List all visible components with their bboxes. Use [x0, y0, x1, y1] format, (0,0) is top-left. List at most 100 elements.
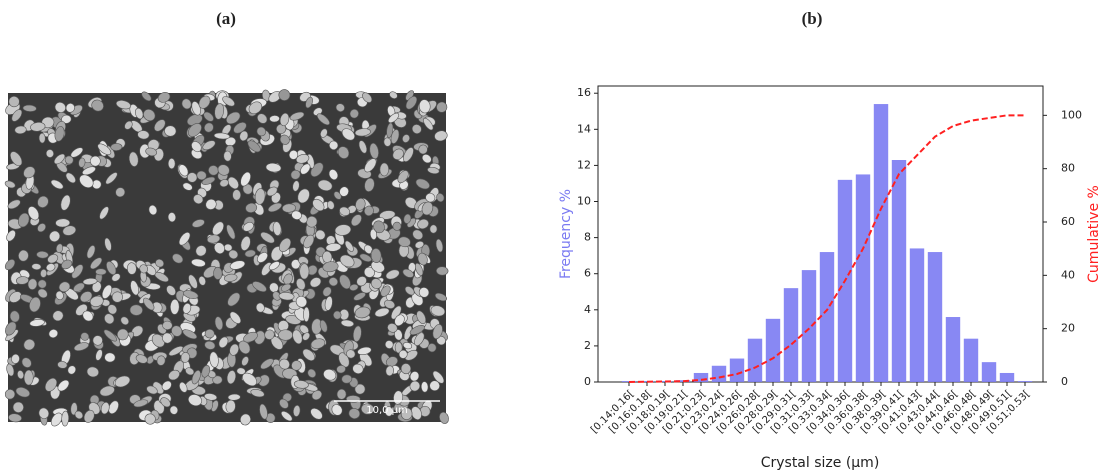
- particle: [423, 117, 434, 131]
- particle: [213, 132, 230, 140]
- particle: [354, 306, 371, 319]
- particle: [143, 109, 156, 122]
- particle: [55, 290, 64, 301]
- particle: [281, 283, 292, 292]
- particle: [279, 134, 290, 145]
- particle: [155, 258, 165, 268]
- particle: [167, 158, 176, 170]
- particle: [49, 230, 61, 242]
- particle: [129, 304, 143, 316]
- particle: [169, 405, 179, 415]
- particle: [362, 92, 373, 103]
- particle: [162, 332, 173, 344]
- particle: [243, 331, 258, 343]
- particle: [240, 413, 251, 426]
- particle: [262, 89, 271, 102]
- particle: [120, 316, 129, 326]
- particle: [418, 144, 428, 155]
- particle: [339, 274, 351, 290]
- particle: [344, 240, 354, 252]
- particle: [268, 261, 280, 271]
- bar: [963, 338, 979, 382]
- particle: [162, 320, 173, 330]
- particle: [327, 200, 335, 210]
- particle: [154, 119, 166, 132]
- particle: [302, 332, 311, 341]
- particle: [352, 325, 362, 342]
- particle: [164, 125, 177, 137]
- particle: [392, 221, 402, 231]
- particle: [293, 404, 301, 417]
- particle: [104, 237, 112, 252]
- particle: [240, 171, 251, 187]
- particle: [384, 406, 394, 417]
- particle: [421, 154, 432, 164]
- particle: [289, 111, 305, 121]
- bar: [891, 160, 907, 382]
- particle: [8, 96, 20, 108]
- particle: [135, 354, 148, 364]
- y-tick-label: 10: [577, 195, 591, 208]
- bar: [927, 252, 943, 382]
- particle: [341, 128, 355, 141]
- particle: [387, 323, 398, 333]
- particle: [97, 143, 112, 156]
- particle: [47, 254, 59, 264]
- particle: [82, 166, 96, 176]
- particle: [29, 296, 41, 313]
- particle: [191, 141, 202, 153]
- particle: [226, 224, 236, 240]
- particle: [61, 114, 72, 124]
- particle: [6, 363, 15, 377]
- particle: [269, 115, 280, 123]
- particle: [427, 166, 440, 175]
- particle: [323, 369, 337, 381]
- y-axis-label: Frequency %: [558, 189, 574, 279]
- particle: [91, 99, 104, 112]
- particle: [185, 367, 195, 376]
- particle: [244, 249, 256, 258]
- particle: [279, 398, 289, 409]
- particle: [295, 154, 310, 164]
- particle: [80, 332, 90, 341]
- particle: [341, 374, 353, 384]
- particle: [414, 332, 425, 346]
- sem-particles: [4, 89, 449, 427]
- y-tick-label: 0: [584, 375, 591, 388]
- particle: [388, 112, 400, 124]
- particle: [414, 240, 424, 249]
- particle: [115, 100, 132, 110]
- particle: [432, 323, 443, 340]
- particle: [402, 134, 410, 143]
- particle: [101, 284, 113, 299]
- particle: [29, 319, 45, 327]
- particle: [182, 303, 192, 314]
- particle: [370, 260, 385, 273]
- particle: [181, 98, 192, 110]
- particle: [183, 290, 199, 299]
- particle: [133, 399, 149, 408]
- particle: [354, 128, 371, 137]
- particle: [157, 92, 171, 103]
- particle: [290, 169, 301, 180]
- particle: [17, 370, 25, 380]
- particle: [205, 198, 217, 210]
- particle: [116, 328, 129, 341]
- particle: [305, 96, 313, 109]
- particle: [209, 351, 219, 368]
- particle: [299, 263, 310, 280]
- particle: [357, 346, 372, 356]
- particle: [107, 304, 118, 315]
- particle: [329, 140, 339, 150]
- particle: [278, 292, 295, 301]
- particle: [208, 165, 219, 176]
- particle: [370, 278, 382, 290]
- particle: [256, 126, 266, 137]
- particle: [336, 365, 346, 374]
- particle: [110, 143, 123, 151]
- particle: [54, 126, 65, 142]
- particle: [239, 130, 249, 142]
- particle: [328, 277, 339, 287]
- particle: [40, 269, 48, 278]
- y2-tick-label: 0: [1061, 375, 1068, 388]
